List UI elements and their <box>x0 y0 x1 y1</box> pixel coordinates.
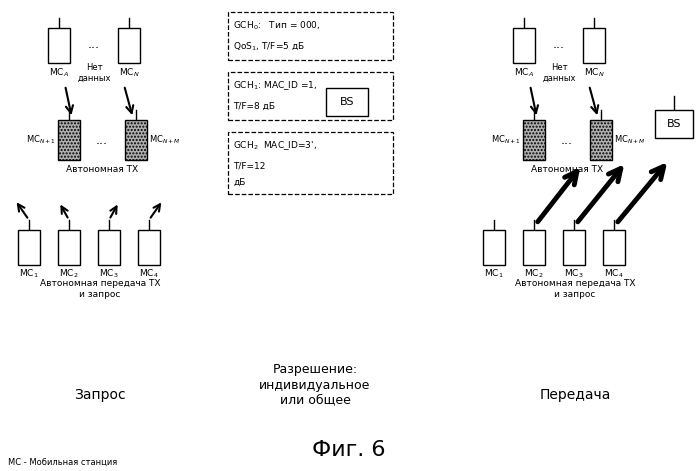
Text: Автономная ТХ: Автономная ТХ <box>531 165 603 174</box>
Bar <box>326 88 368 116</box>
Text: T/F=12: T/F=12 <box>233 162 266 171</box>
Text: MC$_{N+1}$: MC$_{N+1}$ <box>26 134 56 146</box>
Text: Запрос: Запрос <box>74 388 126 402</box>
Text: Автономная передача ТХ
и запрос: Автономная передача ТХ и запрос <box>40 279 160 299</box>
Text: MC$_4$: MC$_4$ <box>604 268 624 280</box>
Text: ...: ... <box>96 133 108 146</box>
Text: MC$_{N+M}$: MC$_{N+M}$ <box>614 134 646 146</box>
Bar <box>18 230 40 265</box>
Text: GCH$_2$  MAC_ID=3',: GCH$_2$ MAC_ID=3', <box>233 139 317 153</box>
Text: Автономная ТХ: Автономная ТХ <box>66 165 138 174</box>
Text: ...: ... <box>88 39 100 51</box>
Text: дБ: дБ <box>233 178 245 187</box>
Bar <box>513 28 535 63</box>
Bar <box>590 120 612 160</box>
Text: ...: ... <box>553 39 565 51</box>
Text: GCH$_0$:   Тип = 000,: GCH$_0$: Тип = 000, <box>233 20 321 32</box>
Text: Нет
данных: Нет данных <box>542 63 576 83</box>
Text: MC$_4$: MC$_4$ <box>139 268 159 280</box>
Text: MC$_{N+M}$: MC$_{N+M}$ <box>149 134 180 146</box>
Text: МС - Мобильная станция: МС - Мобильная станция <box>8 457 117 466</box>
Bar <box>98 230 120 265</box>
Text: MC$_A$: MC$_A$ <box>514 67 534 79</box>
Bar <box>483 230 505 265</box>
Text: MC$_N$: MC$_N$ <box>119 67 139 79</box>
Bar <box>523 120 545 160</box>
Text: MC$_3$: MC$_3$ <box>99 268 119 280</box>
Text: MC$_{N+1}$: MC$_{N+1}$ <box>491 134 521 146</box>
Bar <box>228 132 393 194</box>
Bar <box>58 230 80 265</box>
Text: BS: BS <box>667 119 682 129</box>
Text: Нет
данных: Нет данных <box>78 63 110 83</box>
Bar <box>603 230 625 265</box>
Text: MC$_1$: MC$_1$ <box>19 268 39 280</box>
Bar <box>583 28 605 63</box>
Text: MC$_2$: MC$_2$ <box>59 268 79 280</box>
Bar <box>523 230 545 265</box>
Bar <box>563 230 585 265</box>
Text: Фиг. 6: Фиг. 6 <box>312 440 386 460</box>
Text: GCH$_1$: MAC_ID =1,: GCH$_1$: MAC_ID =1, <box>233 80 317 92</box>
Text: BS: BS <box>340 97 354 107</box>
Bar <box>655 110 693 138</box>
Text: MC$_2$: MC$_2$ <box>524 268 544 280</box>
Text: Автономная передача ТХ
и запрос: Автономная передача ТХ и запрос <box>514 279 635 299</box>
Text: MC$_N$: MC$_N$ <box>584 67 605 79</box>
Text: T/F=8 дБ: T/F=8 дБ <box>233 101 275 111</box>
Text: Разрешение:
индивидуальное
или общее: Разрешение: индивидуальное или общее <box>259 364 370 406</box>
Text: ...: ... <box>561 133 573 146</box>
Text: MC$_3$: MC$_3$ <box>564 268 584 280</box>
Bar <box>125 120 147 160</box>
Bar <box>228 72 393 120</box>
Bar <box>138 230 160 265</box>
Bar <box>48 28 70 63</box>
Text: QoS$_1$, T/F=5 дБ: QoS$_1$, T/F=5 дБ <box>233 40 305 52</box>
Bar <box>228 12 393 60</box>
Text: Передача: Передача <box>540 388 611 402</box>
Text: MC$_1$: MC$_1$ <box>484 268 504 280</box>
Bar <box>58 120 80 160</box>
Bar <box>118 28 140 63</box>
Text: MC$_A$: MC$_A$ <box>49 67 69 79</box>
